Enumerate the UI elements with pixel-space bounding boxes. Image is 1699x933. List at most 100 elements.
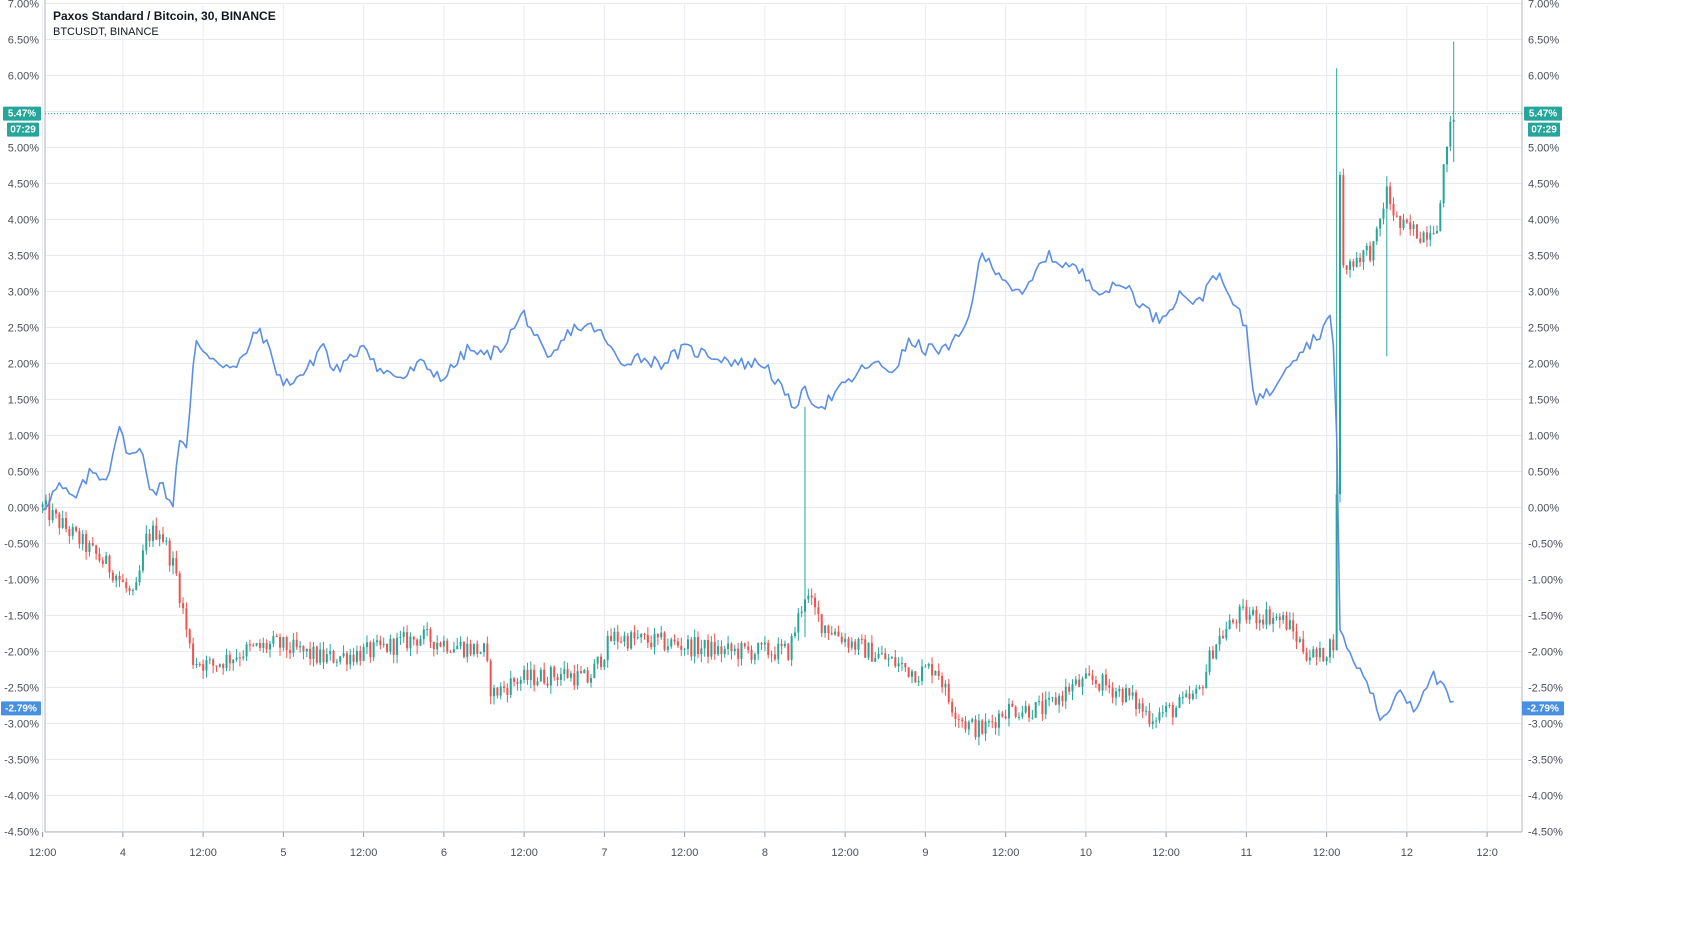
- candle-body: [1238, 606, 1241, 624]
- candle-body: [349, 654, 352, 665]
- candle-body: [225, 654, 228, 669]
- candle-body: [884, 653, 887, 660]
- candle-body: [1402, 219, 1405, 228]
- candle-body: [971, 719, 974, 722]
- y-tick-right: 6.00%: [1528, 71, 1559, 83]
- x-tick-label: 12:00: [350, 847, 378, 859]
- candle-body: [1225, 629, 1228, 639]
- candle-body: [382, 643, 385, 646]
- candle-body: [663, 632, 666, 650]
- candle-body: [1442, 164, 1445, 204]
- candle-body: [1021, 712, 1024, 717]
- y-tick-left: 1.50%: [8, 395, 39, 407]
- candle-body: [165, 540, 168, 542]
- candle-body: [1158, 712, 1161, 721]
- candle-body: [489, 660, 492, 697]
- candle-body: [1328, 639, 1331, 658]
- candle-body: [98, 553, 101, 561]
- x-tick-label: 6: [441, 847, 447, 859]
- candle-body: [1278, 616, 1281, 621]
- candle-body: [757, 642, 760, 655]
- candle-body: [141, 550, 144, 571]
- candle-body: [683, 648, 686, 650]
- candle-body: [573, 673, 576, 686]
- candle-body: [145, 533, 148, 551]
- candle-body: [847, 638, 850, 648]
- candle-body: [1221, 636, 1224, 639]
- candle-body: [493, 687, 496, 697]
- candle-body: [215, 665, 218, 667]
- candle-body: [1359, 257, 1362, 263]
- candle-body: [58, 513, 61, 528]
- x-tick-label: 12:00: [831, 847, 859, 859]
- y-tick-left: 1.00%: [8, 431, 39, 443]
- candle-body: [255, 643, 258, 646]
- candle-body: [436, 642, 439, 650]
- candle-body: [536, 681, 539, 686]
- candle-body: [1392, 203, 1395, 216]
- y-tick-left: 6.00%: [8, 71, 39, 83]
- candle-body: [696, 637, 700, 655]
- candle-body: [355, 650, 358, 662]
- candle-body: [1114, 691, 1117, 698]
- candle-body: [469, 643, 472, 655]
- candle-body: [309, 648, 312, 659]
- compare-symbol-label[interactable]: BTCUSDT, BINANCE: [53, 26, 159, 38]
- candle-body: [941, 675, 944, 688]
- y-tick-right: 6.50%: [1528, 35, 1559, 47]
- candle-body: [1369, 245, 1372, 261]
- candle-body: [666, 646, 669, 650]
- candle-body: [1031, 717, 1034, 719]
- candle-body: [1258, 619, 1261, 624]
- y-tick-left: -0.50%: [4, 539, 39, 551]
- candle-body: [830, 633, 833, 635]
- candle-body: [392, 638, 395, 655]
- y-tick-left: -1.00%: [4, 575, 39, 587]
- candle-body: [1168, 704, 1171, 706]
- candle-body: [720, 646, 723, 655]
- y-tick-right: -2.50%: [1528, 683, 1563, 695]
- x-tick-label: 12: [1401, 847, 1413, 859]
- candle-body: [1138, 703, 1141, 709]
- y-tick-right: 0.00%: [1528, 503, 1559, 515]
- candle-body: [777, 643, 780, 660]
- candle-body: [48, 500, 51, 521]
- candle-body: [740, 643, 743, 659]
- candle-body: [71, 527, 74, 536]
- candle-body: [526, 669, 529, 681]
- candle-body: [1104, 674, 1107, 686]
- candle-body: [1118, 689, 1121, 692]
- candle-body: [827, 625, 830, 634]
- candle-body: [322, 649, 325, 663]
- candle-body: [1449, 121, 1452, 147]
- candle-body: [620, 641, 623, 643]
- candle-body: [155, 525, 158, 540]
- candle-body: [128, 588, 131, 592]
- candle-body: [85, 533, 88, 553]
- candle-body: [556, 677, 559, 681]
- candle-body: [188, 629, 191, 644]
- candle-body: [503, 686, 506, 689]
- candle-body: [459, 642, 462, 646]
- candle-body: [1242, 606, 1245, 608]
- x-tick-label: 12:00: [992, 847, 1020, 859]
- candle-body: [285, 637, 288, 651]
- candle-body: [957, 719, 960, 721]
- last-value-badge-right: 5.47%: [1529, 109, 1557, 120]
- candle-body: [1044, 699, 1047, 715]
- candle-body: [95, 545, 98, 554]
- candle-body: [897, 663, 900, 667]
- last-value-badge-left: 5.47%: [8, 109, 36, 120]
- candle-body: [342, 653, 345, 657]
- candle-body: [543, 669, 546, 684]
- candle-body: [1292, 620, 1295, 632]
- candle-body: [1148, 710, 1151, 725]
- compare-value-badge-left-bg: [1, 701, 41, 716]
- candle-body: [1195, 688, 1198, 694]
- candle-body: [1007, 703, 1010, 719]
- candle-body: [1088, 673, 1091, 676]
- candle-body: [626, 635, 629, 649]
- candle-body: [1028, 705, 1031, 718]
- main-symbol-label[interactable]: Paxos Standard / Bitcoin, 30, BINANCE: [53, 9, 276, 23]
